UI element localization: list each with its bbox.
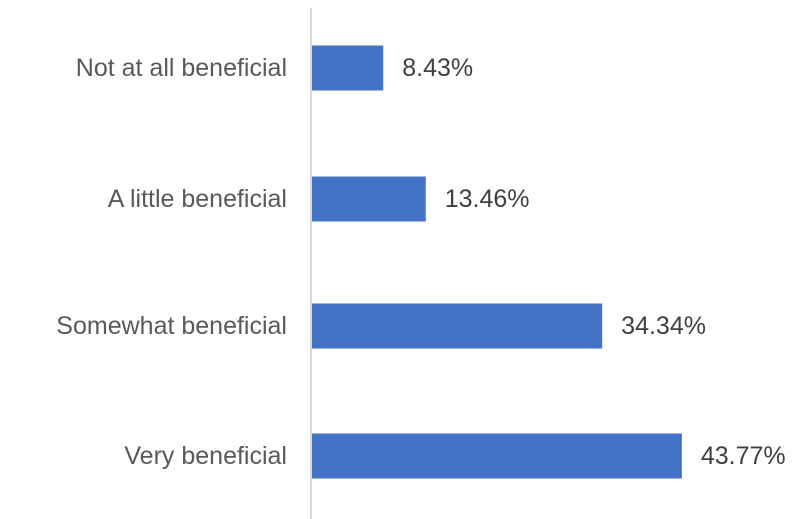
- bar-a-little-beneficial: [312, 176, 426, 222]
- value-label-somewhat-beneficial: 34.34%: [621, 312, 706, 340]
- bar-somewhat-beneficial: [312, 303, 603, 349]
- category-label-group: Not at all beneficial A little beneficial…: [56, 54, 287, 470]
- bar-very-beneficial: [312, 433, 682, 479]
- category-label-a-little-beneficial: A little beneficial: [108, 185, 287, 213]
- category-label-very-beneficial: Very beneficial: [124, 442, 287, 470]
- bar-group: [312, 45, 682, 479]
- category-label-somewhat-beneficial: Somewhat beneficial: [56, 312, 287, 340]
- value-label-group: 8.43% 13.46% 34.34% 43.77%: [402, 54, 785, 470]
- category-label-not-at-all-beneficial: Not at all beneficial: [76, 54, 287, 82]
- value-label-not-at-all-beneficial: 8.43%: [402, 54, 473, 82]
- value-label-a-little-beneficial: 13.46%: [445, 185, 530, 213]
- value-label-very-beneficial: 43.77%: [701, 442, 786, 470]
- bar-not-at-all-beneficial: [312, 45, 384, 91]
